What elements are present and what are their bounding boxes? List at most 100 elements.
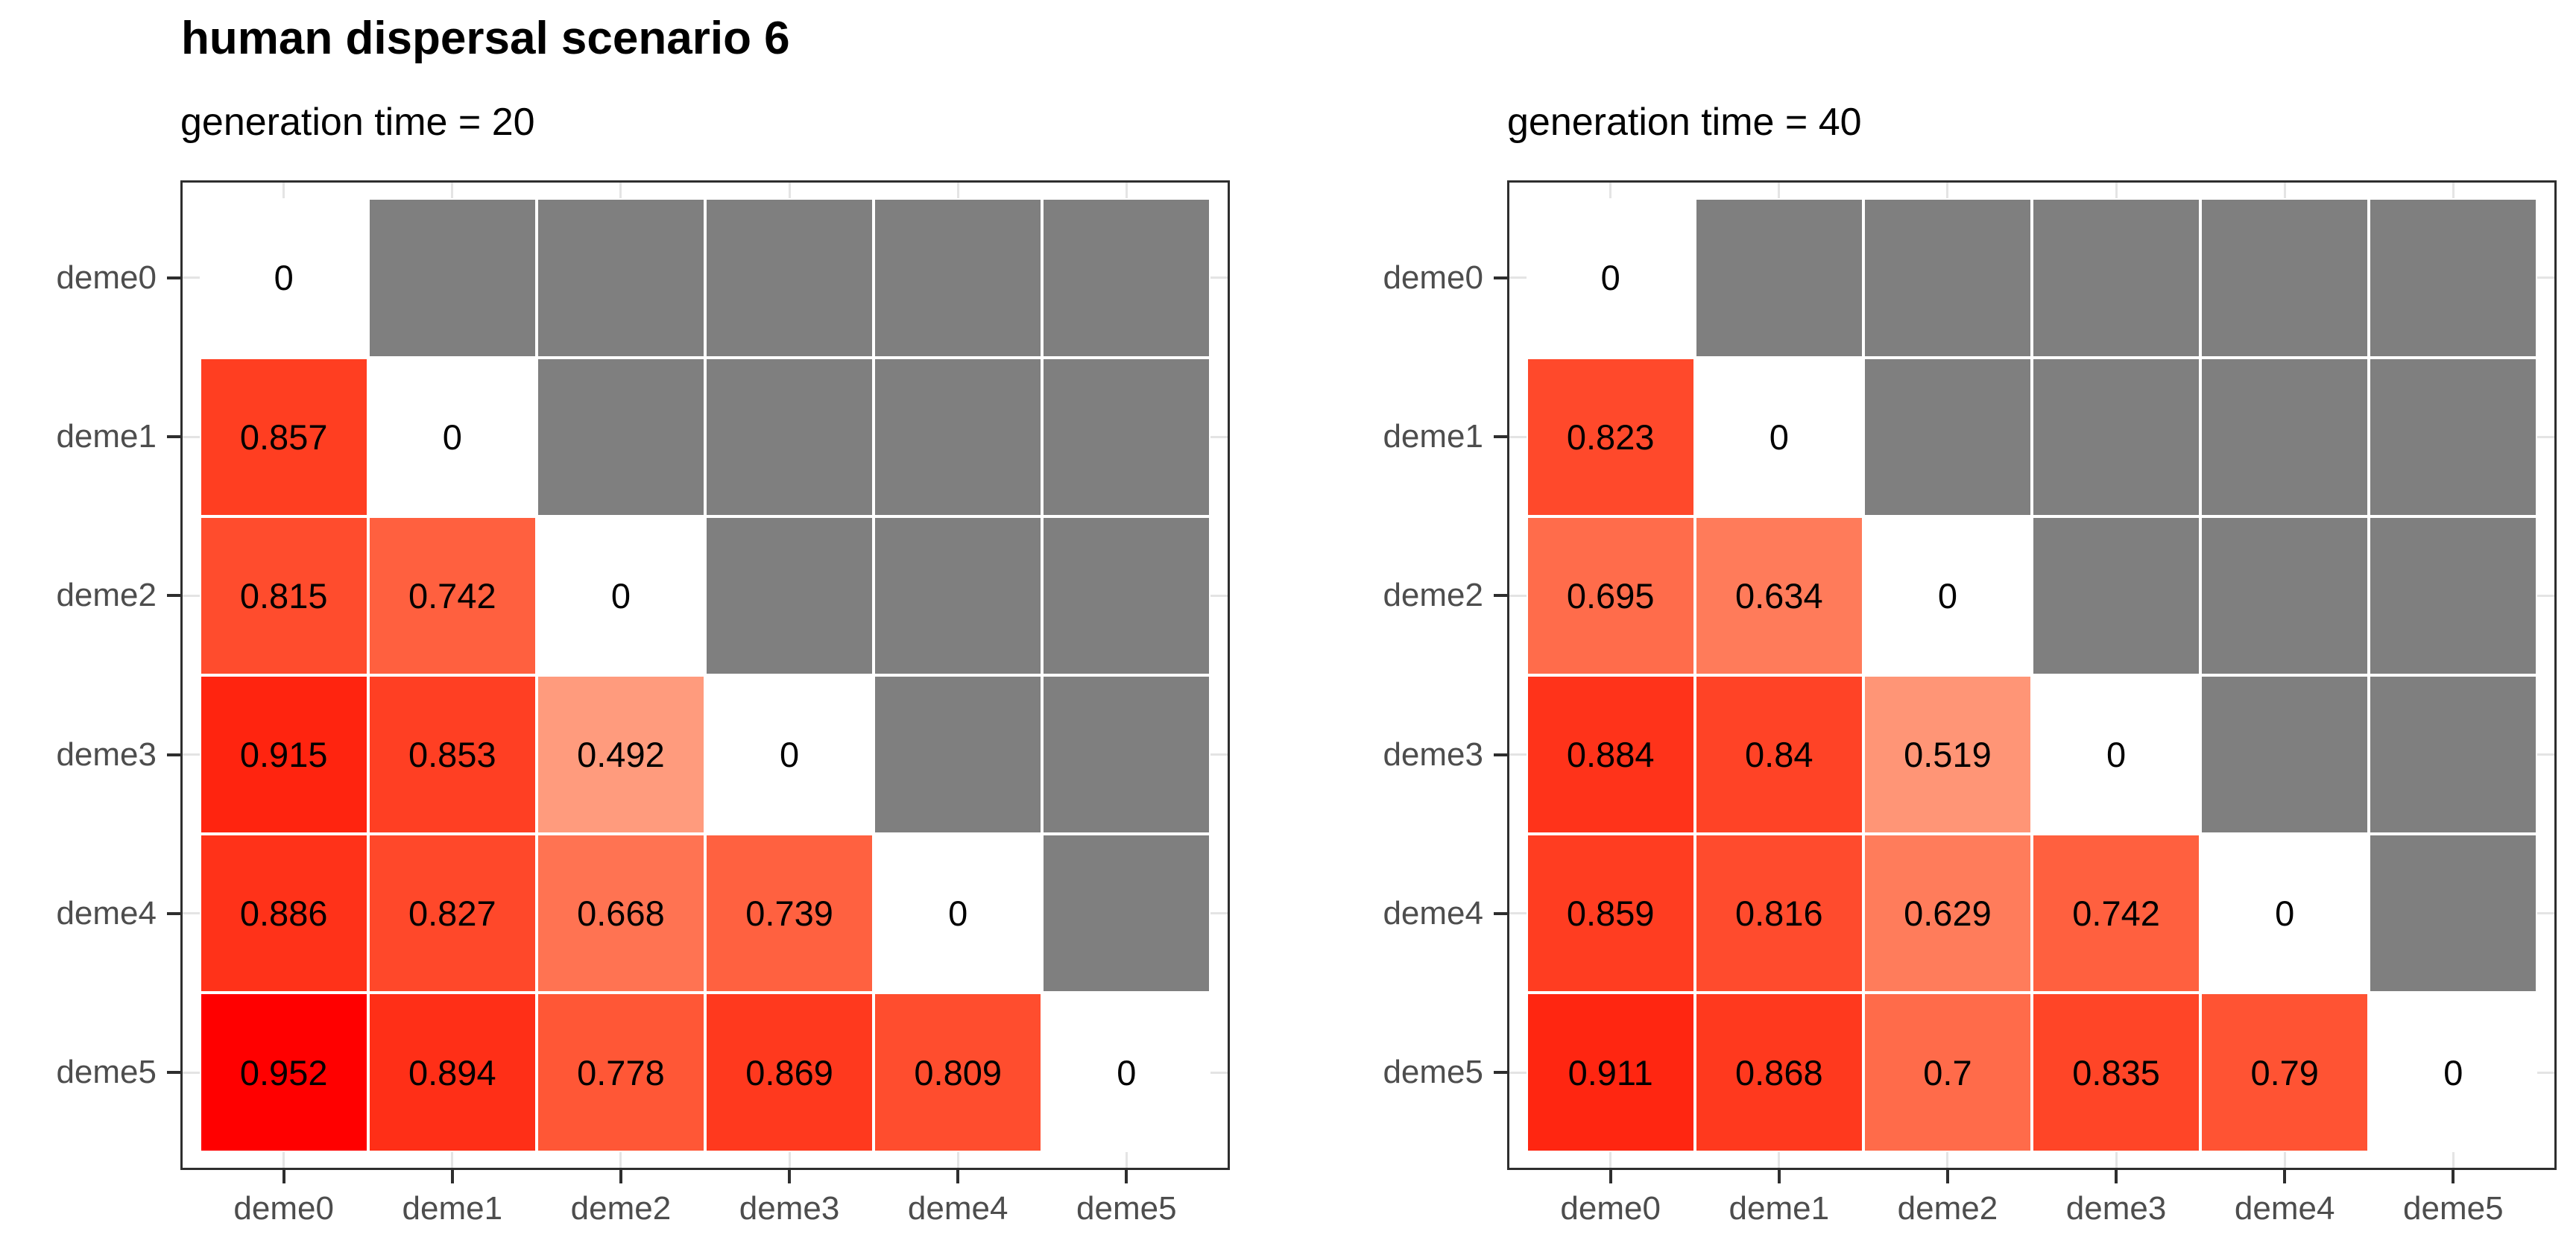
- x-axis-tick: [956, 1170, 960, 1183]
- cell-deme0-deme4-na: [874, 198, 1043, 358]
- cell-deme3-deme0: 0.884: [1526, 675, 1695, 835]
- cell-deme4-deme5-na: [2369, 834, 2538, 993]
- x-axis-tick: [282, 1170, 285, 1183]
- cell-deme2-deme0: 0.695: [1526, 516, 1695, 675]
- cell-deme4-deme5-na: [1042, 834, 1211, 993]
- gridline-stub: [183, 594, 200, 597]
- cell-deme0-deme4-na: [2200, 198, 2370, 358]
- gridline-stub: [2452, 183, 2455, 199]
- y-axis-tick: [167, 753, 180, 756]
- cell-deme2-deme1: 0.634: [1694, 516, 1863, 675]
- cell-deme3-deme4-na: [874, 675, 1043, 835]
- cell-deme5-deme1: 0.868: [1694, 993, 1863, 1152]
- gridline-stub: [1509, 594, 1527, 597]
- cell-deme0-deme3-na: [2032, 198, 2201, 358]
- cell-deme3-deme5-na: [2369, 675, 2538, 835]
- gridline-stub: [2283, 1151, 2286, 1168]
- cell-deme4-deme0: 0.886: [199, 834, 368, 993]
- cell-deme0-deme5-na: [1042, 198, 1211, 358]
- gridline-stub: [788, 1151, 791, 1168]
- cell-deme3-deme3: 0: [705, 675, 874, 835]
- gridline-stub: [1509, 753, 1527, 756]
- cell-deme0-deme1-na: [367, 198, 537, 358]
- x-axis-tick: [1945, 1170, 1949, 1183]
- gridline-stub: [1609, 1151, 1612, 1168]
- gridline-stub: [183, 912, 200, 915]
- cell-deme1-deme2-na: [536, 357, 705, 516]
- gridline-stub: [183, 276, 200, 279]
- cell-deme4-deme4: 0: [2200, 834, 2370, 993]
- gridline-stub: [619, 183, 622, 199]
- x-axis-label: deme1: [1729, 1190, 1830, 1227]
- cell-deme5-deme2: 0.778: [536, 993, 705, 1152]
- x-axis-label: deme5: [1076, 1190, 1177, 1227]
- x-axis-label: deme3: [739, 1190, 840, 1227]
- cell-deme5-deme2: 0.7: [1863, 993, 2032, 1152]
- facet-subtitle-gen40: generation time = 40: [1507, 101, 1862, 144]
- y-axis-label: deme5: [1383, 1054, 1483, 1091]
- gridline-stub: [1125, 183, 1128, 199]
- cell-deme1-deme0: 0.857: [199, 357, 368, 516]
- y-axis-label: deme4: [56, 894, 157, 932]
- gridline-stub: [2537, 753, 2554, 756]
- cell-deme5-deme4: 0.809: [874, 993, 1043, 1152]
- gridline-stub: [183, 435, 200, 438]
- y-axis-label: deme0: [1383, 259, 1483, 296]
- cell-deme1-deme4-na: [874, 357, 1043, 516]
- x-axis-label: deme0: [233, 1190, 334, 1227]
- cell-deme5-deme5: 0: [2369, 993, 2538, 1152]
- cell-deme5-deme4: 0.79: [2200, 993, 2370, 1152]
- cell-deme3-deme2: 0.492: [536, 675, 705, 835]
- cell-deme0-deme0: 0: [199, 198, 368, 358]
- y-axis-label: deme3: [1383, 736, 1483, 773]
- y-axis-tick: [167, 435, 180, 439]
- gridline-stub: [2537, 1071, 2554, 1074]
- y-axis-label: deme2: [1383, 577, 1483, 614]
- y-axis-tick: [1494, 1071, 1507, 1075]
- y-axis-label: deme2: [56, 577, 157, 614]
- x-axis-label: deme2: [570, 1190, 672, 1227]
- cell-deme3-deme2: 0.519: [1863, 675, 2032, 835]
- cell-deme2-deme4-na: [2200, 516, 2370, 675]
- gridline-stub: [1210, 435, 1228, 438]
- x-axis-label: deme4: [2234, 1190, 2335, 1227]
- y-axis-tick: [1494, 753, 1507, 756]
- x-axis-label: deme3: [2065, 1190, 2167, 1227]
- gridline-stub: [2537, 435, 2554, 438]
- y-axis-tick: [1494, 276, 1507, 279]
- x-axis-tick: [2283, 1170, 2287, 1183]
- gridline-stub: [451, 183, 454, 199]
- cell-deme1-deme3-na: [705, 357, 874, 516]
- cell-deme3-deme1: 0.84: [1694, 675, 1863, 835]
- cell-deme1-deme0: 0.823: [1526, 357, 1695, 516]
- cell-deme3-deme0: 0.915: [199, 675, 368, 835]
- gridline-stub: [1210, 276, 1228, 279]
- y-axis-tick: [167, 276, 180, 279]
- y-axis-tick: [167, 1071, 180, 1075]
- gridline-stub: [1210, 1071, 1228, 1074]
- cell-deme0-deme2-na: [1863, 198, 2032, 358]
- gridline-stub: [183, 1071, 200, 1074]
- y-axis-tick: [1494, 435, 1507, 439]
- cell-deme0-deme1-na: [1694, 198, 1863, 358]
- gridline-stub: [1210, 912, 1228, 915]
- cell-deme2-deme5-na: [1042, 516, 1211, 675]
- gridline-stub: [1778, 183, 1781, 199]
- gridline-stub: [183, 753, 200, 756]
- cell-deme0-deme2-na: [536, 198, 705, 358]
- cell-deme1-deme5-na: [1042, 357, 1211, 516]
- cell-deme2-deme2: 0: [1863, 516, 2032, 675]
- cell-deme5-deme5: 0: [1042, 993, 1211, 1152]
- cell-deme2-deme3-na: [705, 516, 874, 675]
- cell-deme4-deme3: 0.739: [705, 834, 874, 993]
- cell-deme2-deme5-na: [2369, 516, 2538, 675]
- y-axis-label: deme3: [56, 736, 157, 773]
- gridline-stub: [2115, 183, 2118, 199]
- gridline-stub: [1509, 912, 1527, 915]
- x-axis-tick: [788, 1170, 792, 1183]
- cell-deme2-deme1: 0.742: [367, 516, 537, 675]
- gridline-stub: [2452, 1151, 2455, 1168]
- x-axis-label: deme4: [907, 1190, 1008, 1227]
- gridline-stub: [619, 1151, 622, 1168]
- gridline-stub: [2537, 276, 2554, 279]
